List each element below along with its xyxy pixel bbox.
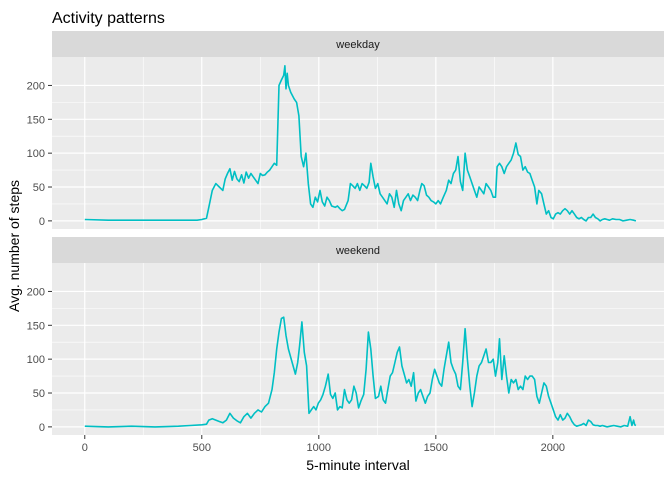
x-axis-label: 5-minute interval (306, 457, 410, 473)
y-tick-label: 150 (27, 114, 45, 126)
y-axis-weekend: 0 50 100 150 200 (27, 286, 52, 434)
x-tick-label: 500 (193, 442, 211, 454)
y-tick-label: 200 (27, 286, 45, 298)
series-line-weekday (84, 65, 637, 222)
facet-weekday: weekday 0 50 100 150 200 (27, 31, 664, 229)
panel-weekend (52, 263, 664, 435)
y-tick-label: 0 (39, 422, 45, 434)
y-tick-label: 100 (27, 354, 45, 366)
y-tick-label: 200 (27, 80, 45, 92)
strip-weekday (52, 31, 664, 57)
facet-weekend: weekend 0 50 100 150 200 (27, 237, 664, 435)
y-tick-label: 50 (33, 182, 45, 194)
y-tick-label: 100 (27, 148, 45, 160)
x-tick-label: 1500 (424, 442, 448, 454)
y-tick-label: 150 (27, 320, 45, 332)
x-tick-label: 1000 (307, 442, 331, 454)
x-tick-label: 0 (82, 442, 88, 454)
panel-weekday (52, 57, 664, 229)
y-axis-label: Avg. number of steps (6, 180, 22, 312)
strip-weekend (52, 237, 664, 263)
strip-label-weekend: weekend (335, 245, 380, 257)
x-axis: 0 500 1000 1500 2000 (82, 435, 565, 454)
strip-label-weekday: weekday (335, 39, 380, 51)
chart-title: Activity patterns (52, 10, 165, 27)
y-axis-weekday: 0 50 100 150 200 (27, 80, 52, 228)
series-line-weekend (84, 316, 637, 428)
y-tick-label: 50 (33, 388, 45, 400)
x-tick-label: 2000 (541, 442, 565, 454)
y-tick-label: 0 (39, 216, 45, 228)
grid-weekend (52, 263, 664, 435)
